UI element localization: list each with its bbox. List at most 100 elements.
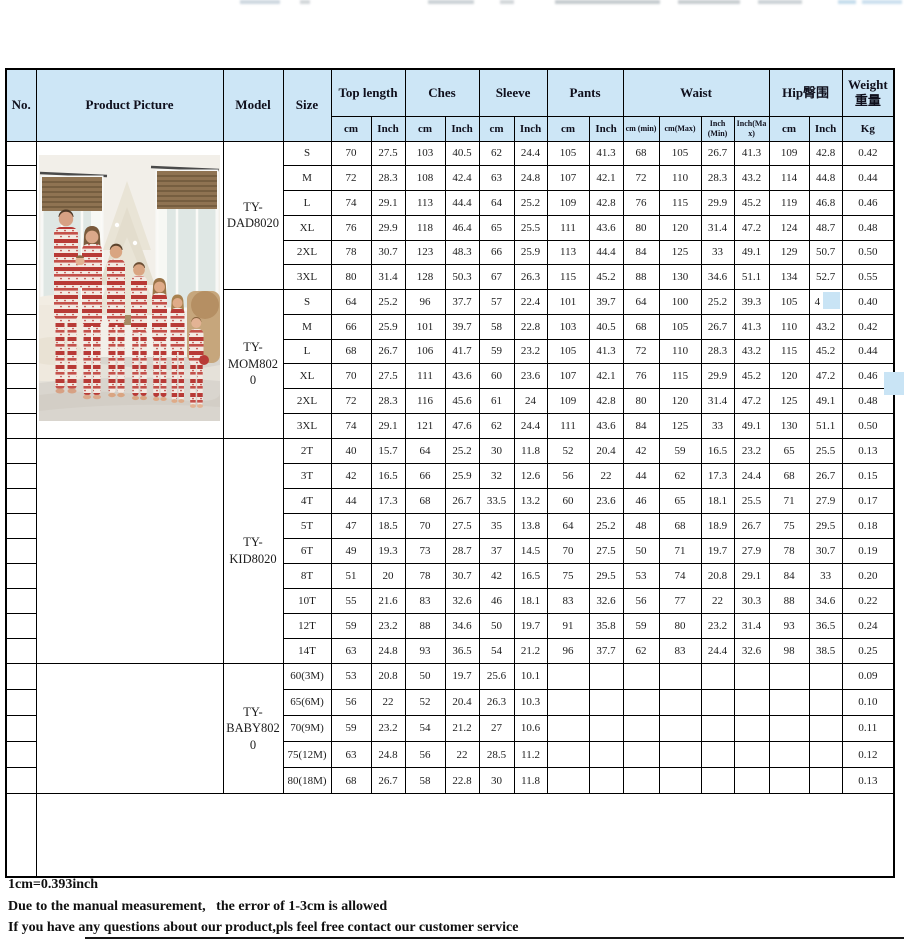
value-cell: 28.3 — [700, 338, 735, 365]
no-cell — [5, 767, 37, 795]
model-label: TY-KID8020 — [222, 437, 284, 664]
value-cell: 14.5 — [513, 537, 548, 564]
table-row: TY-KID8020 2T 40 15.7 64 25.2 30 11.8 52 20.4 42 59… — [5, 437, 895, 664]
value-cell: 66 — [404, 462, 446, 489]
value-cell: 105 — [768, 289, 810, 315]
value-cell: 43.2 — [733, 338, 770, 365]
value-cell: 49 — [330, 537, 372, 564]
value-cell — [622, 767, 660, 795]
value-cell: 28.3 — [700, 165, 735, 191]
value-cell: 52.7 — [808, 264, 843, 290]
value-cell: 12.6 — [513, 462, 548, 489]
value-cell: 70 — [546, 537, 590, 564]
value-cell: 20.4 — [444, 688, 480, 716]
value-cell: 70 — [330, 363, 372, 389]
no-cell — [5, 714, 37, 743]
value-cell: 98 — [768, 637, 810, 664]
value-cell: 59 — [658, 437, 702, 464]
value-cell: 84 — [768, 562, 810, 589]
value-cell: 11.2 — [513, 741, 548, 769]
value-cell: 57 — [478, 289, 515, 315]
value-cell: 116 — [404, 388, 446, 414]
size-cell: 3XL — [282, 264, 332, 290]
value-cell: 13.8 — [513, 512, 548, 539]
value-cell: 51.1 — [808, 412, 843, 439]
value-cell: 46.4 — [444, 214, 480, 241]
value-cell: 44.4 — [444, 190, 480, 216]
value-cell: 25.2 — [700, 289, 735, 315]
product-picture-empty-cell — [35, 437, 224, 664]
no-cell — [5, 190, 37, 216]
value-cell: 63 — [478, 165, 515, 191]
value-cell: 0.40 — [841, 289, 895, 315]
no-cell — [5, 214, 37, 241]
value-cell: 21.2 — [513, 637, 548, 664]
value-cell: 59 — [330, 612, 372, 639]
subheader-inch: Inch — [588, 115, 624, 142]
value-cell: 26.7 — [370, 338, 406, 365]
value-cell: 113 — [546, 239, 590, 266]
value-cell: 74 — [330, 190, 372, 216]
value-cell: 29.1 — [370, 412, 406, 439]
value-cell: 44.4 — [588, 239, 624, 266]
value-cell: 96 — [546, 637, 590, 664]
value-cell: 24.8 — [513, 165, 548, 191]
value-cell: 115 — [658, 190, 702, 216]
col-header-model: Model — [222, 68, 284, 142]
size-cell: 2XL — [282, 239, 332, 266]
value-cell: 65 — [658, 487, 702, 514]
value-cell: 0.11 — [841, 714, 895, 743]
value-cell: 38.5 — [808, 637, 843, 664]
value-cell: 84 — [622, 412, 660, 439]
value-cell: 55 — [330, 587, 372, 614]
no-cell — [5, 363, 37, 389]
subheader-cm: cm — [404, 115, 446, 142]
value-cell: 25.2 — [513, 190, 548, 216]
value-cell: 75 — [768, 512, 810, 539]
value-cell: 0.15 — [841, 462, 895, 489]
value-cell: 27.9 — [808, 487, 843, 514]
subheader-cm: cm — [478, 115, 515, 142]
no-cell — [5, 313, 37, 340]
value-cell: 10.1 — [513, 662, 548, 690]
value-cell: 49.1 — [733, 412, 770, 439]
size-cell: 3T — [282, 462, 332, 489]
value-cell: 105 — [658, 140, 702, 167]
value-cell: 54 — [478, 637, 515, 664]
value-cell: 18.1 — [700, 487, 735, 514]
table-row: 8T 51 20 78 30.7 42 16.5 75 29.5 53 74 20.8 29.1 84 33… — [5, 562, 895, 589]
value-cell: 27.9 — [733, 537, 770, 564]
value-cell: 18.1 — [513, 587, 548, 614]
value-cell: 0.10 — [841, 688, 895, 716]
value-cell: 32 — [478, 462, 515, 489]
value-cell: 49.1 — [733, 239, 770, 266]
subheader-cm: cm — [330, 115, 372, 142]
value-cell: 19.7 — [700, 537, 735, 564]
value-cell: 40.5 — [444, 140, 480, 167]
subheader-inch-min: Inch (Min) — [700, 115, 735, 142]
no-cell — [5, 264, 37, 290]
value-cell: 83 — [658, 637, 702, 664]
value-cell: 62 — [658, 462, 702, 489]
value-cell: 23.2 — [513, 338, 548, 365]
value-cell: 17.3 — [700, 462, 735, 489]
size-cell: M — [282, 313, 332, 340]
value-cell: 50 — [404, 662, 446, 690]
value-cell: 105 — [546, 338, 590, 365]
value-cell: 47.2 — [733, 388, 770, 414]
value-cell: 109 — [546, 190, 590, 216]
value-cell: 23.2 — [370, 714, 406, 743]
value-cell: 45.2 — [588, 264, 624, 290]
value-cell: 108 — [404, 165, 446, 191]
value-cell: 27.5 — [370, 140, 406, 167]
value-cell: 49.1 — [808, 388, 843, 414]
value-cell: 68 — [768, 462, 810, 489]
value-cell: 25.5 — [513, 214, 548, 241]
value-cell: 23.6 — [588, 487, 624, 514]
value-cell: 0.13 — [841, 767, 895, 795]
value-cell: 52 — [546, 437, 590, 464]
value-cell — [622, 741, 660, 769]
value-cell: 41.3 — [588, 140, 624, 167]
value-cell: 72 — [330, 165, 372, 191]
value-cell: 70 — [404, 512, 446, 539]
